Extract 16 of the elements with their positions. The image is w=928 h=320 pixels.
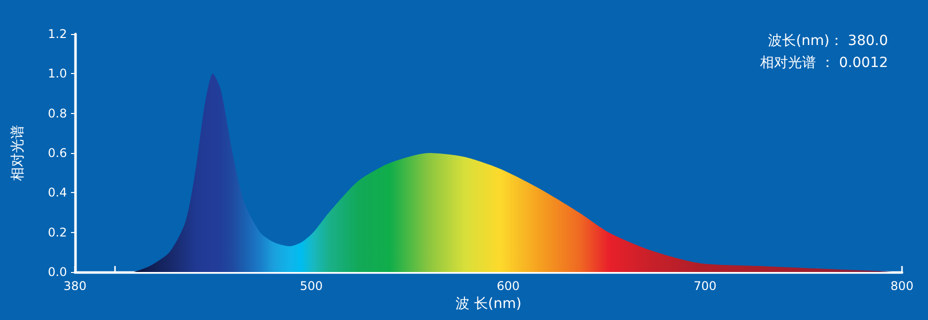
annotation: 相对光谱 ： 0.0012 [760, 55, 888, 71]
y-tick-label: 1.0 [48, 66, 67, 81]
x-tick-label: 600 [496, 279, 520, 293]
y-axis-title: 相对光谱 [10, 125, 26, 181]
y-tick-label: 1.2 [48, 27, 67, 41]
x-tick-label: 800 [890, 279, 914, 293]
y-tick-label: 0.8 [48, 106, 67, 120]
x-axis-title: 波 长(nm) [456, 296, 522, 312]
y-tick-label: 0.0 [48, 265, 67, 279]
y-tick-label: 0.2 [48, 225, 67, 240]
y-tick-label: 0.6 [48, 146, 67, 160]
y-tick-label: 0.4 [48, 186, 67, 200]
x-tick-label: 500 [300, 279, 323, 293]
x-tick-label: 700 [694, 279, 717, 293]
x-tick-label: 380 [64, 279, 86, 293]
annotation: 波长(nm)： 380.0 [768, 33, 888, 49]
